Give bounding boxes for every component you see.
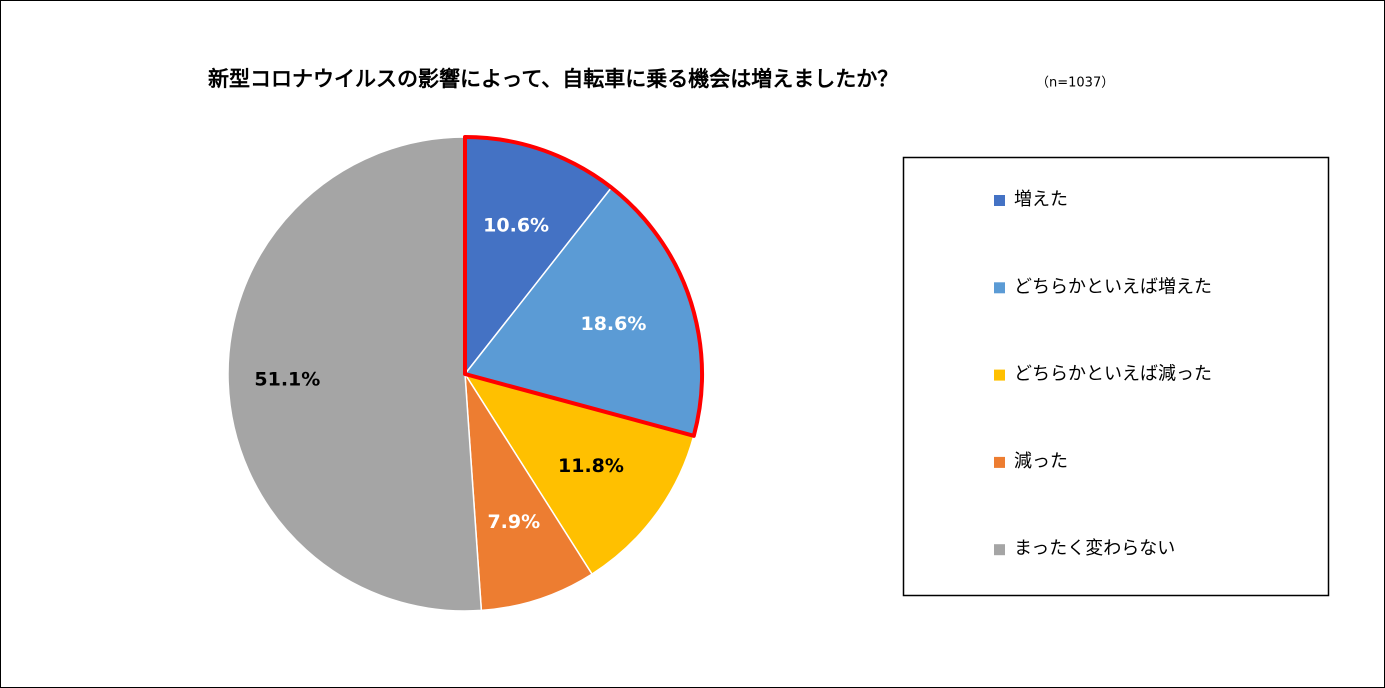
legend-swatch [994,544,1005,556]
highlight-outline [463,135,704,438]
legend-label: 減った [1014,451,1068,472]
pie-slice [463,372,695,576]
data-label: 11.8% [558,455,624,477]
pie-slice [464,373,594,612]
data-label: 7.9% [487,511,540,533]
legend-box [902,156,1330,597]
legend-label: まったく変わらない [1014,538,1175,559]
legend-label: どちらかといえば増えた [1014,276,1212,297]
data-label: 51.1% [254,369,320,391]
legend-swatch [994,456,1005,468]
legend-swatch [994,195,1005,206]
pie-slice [227,136,483,612]
legend-swatch [994,282,1005,294]
data-label: 18.6% [580,313,646,335]
chart-title: 新型コロナウイルスの影響によって、自転車に乗る機会は増えましたか？ [208,67,898,91]
chart-subtitle: （n=1037） [1036,76,1114,91]
legend-swatch [994,369,1005,381]
legend-label: どちらかといえば減った [1014,364,1212,385]
data-label: 10.6% [483,215,549,237]
legend-label: 増えた [1014,189,1068,210]
